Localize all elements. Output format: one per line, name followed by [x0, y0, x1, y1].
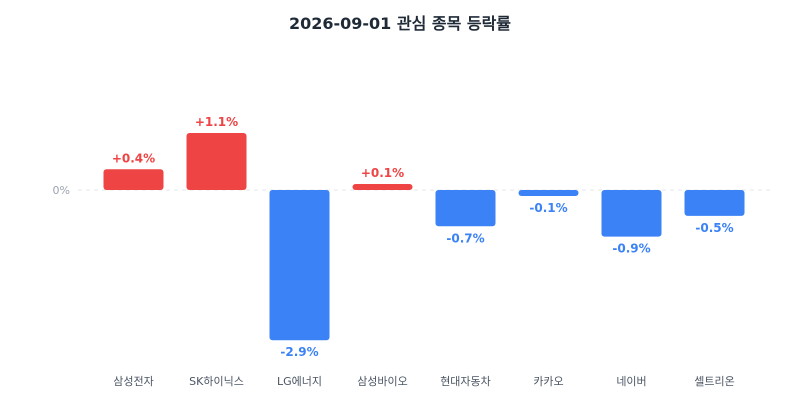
category-label-4: 현대자동차 [440, 375, 491, 388]
data-label-1: +1.1% [195, 115, 238, 129]
bar-4 [435, 190, 496, 227]
category-label-6: 네이버 [616, 375, 646, 388]
bar-2 [269, 190, 330, 341]
data-label-6: -0.9% [612, 242, 650, 256]
category-label-2: LG에너지 [277, 375, 322, 388]
bars-group: +0.4% 삼성전자 +1.1% SK하이닉스 -2.9% LG에너지 +0.1% 삼성바이오… [103, 115, 745, 388]
y-tick-label-0: 0% [53, 184, 70, 197]
chart-title: 2026-09-01 관심 종목 등락률 [288, 14, 512, 33]
data-label-3: +0.1% [361, 166, 404, 180]
category-label-0: 삼성전자 [113, 375, 153, 388]
data-label-4: -0.7% [446, 231, 484, 245]
category-label-7: 셀트리온 [694, 375, 734, 388]
bar-5 [518, 190, 579, 196]
category-label-3: 삼성바이오 [357, 375, 408, 388]
bar-3 [352, 184, 413, 190]
bar-0 [103, 169, 164, 190]
data-label-2: -2.9% [280, 345, 318, 359]
category-label-5: 카카오 [533, 375, 563, 388]
bar-7 [684, 190, 745, 216]
data-label-5: -0.1% [529, 201, 567, 215]
data-label-7: -0.5% [695, 221, 733, 235]
bar-6 [601, 190, 662, 237]
bar-1 [186, 133, 247, 190]
data-label-0: +0.4% [112, 151, 155, 165]
category-label-1: SK하이닉스 [189, 374, 244, 388]
